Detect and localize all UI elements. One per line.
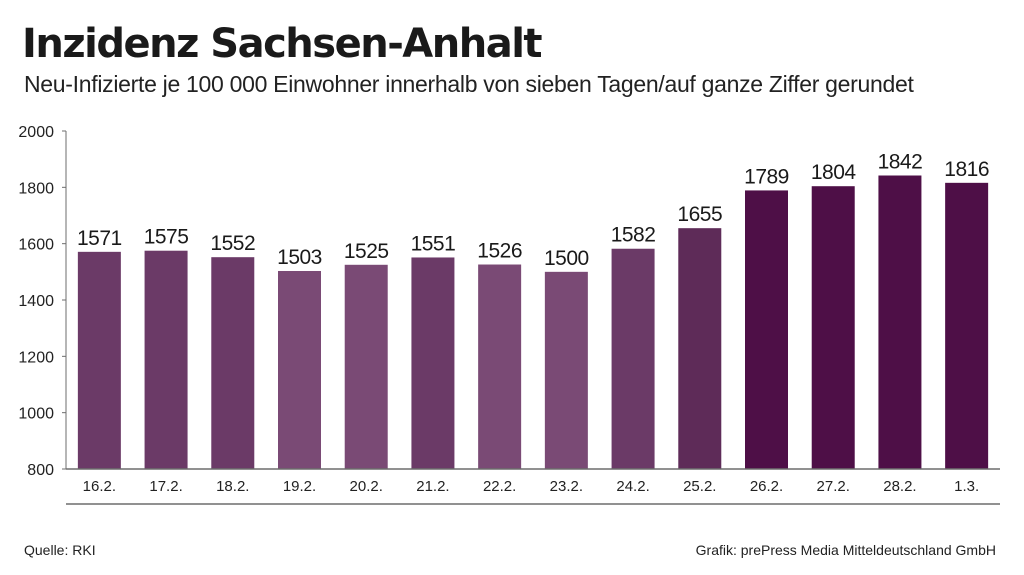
bar bbox=[344, 264, 388, 469]
bar-value-label: 1582 bbox=[611, 224, 656, 247]
bar-value-label: 1551 bbox=[411, 232, 456, 255]
credit-note: Grafik: prePress Media Mitteldeutschland… bbox=[695, 542, 996, 558]
bar-value-label: 1816 bbox=[944, 158, 989, 181]
x-tick-label: 16.2. bbox=[83, 478, 116, 495]
bar bbox=[411, 257, 455, 469]
x-tick-label: 1.3. bbox=[954, 478, 979, 495]
bar-value-label: 1503 bbox=[277, 246, 322, 269]
bar bbox=[478, 264, 522, 469]
bar-value-label: 1789 bbox=[744, 165, 789, 188]
x-tick-label: 17.2. bbox=[149, 478, 182, 495]
x-tick-label: 27.2. bbox=[817, 478, 850, 495]
bar bbox=[678, 228, 722, 469]
bar-value-label: 1525 bbox=[344, 240, 389, 263]
source-note: Quelle: RKI bbox=[24, 542, 96, 558]
bar bbox=[945, 182, 989, 469]
bar bbox=[544, 271, 588, 469]
x-tick-label: 21.2. bbox=[416, 478, 449, 495]
bar-value-label: 1575 bbox=[144, 226, 189, 249]
x-tick-label: 24.2. bbox=[616, 478, 649, 495]
chart-subtitle: Neu-Infizierte je 100 000 Einwohner inne… bbox=[24, 71, 914, 97]
bar bbox=[278, 270, 321, 469]
x-tick-label: 28.2. bbox=[883, 478, 916, 495]
y-tick-label: 800 bbox=[27, 462, 54, 479]
y-tick-label: 1000 bbox=[18, 406, 54, 423]
x-tick-label: 18.2. bbox=[216, 478, 249, 495]
x-tick-label: 19.2. bbox=[283, 478, 316, 495]
bar-value-label: 1571 bbox=[77, 227, 122, 250]
y-tick-label: 1400 bbox=[18, 293, 54, 310]
y-tick-label: 2000 bbox=[18, 124, 54, 141]
bar bbox=[878, 175, 922, 469]
bar-value-label: 1500 bbox=[544, 247, 589, 270]
x-tick-label: 25.2. bbox=[683, 478, 716, 495]
x-tick-label: 23.2. bbox=[550, 478, 583, 495]
y-tick-label: 1600 bbox=[18, 237, 54, 254]
bar bbox=[77, 251, 121, 469]
y-tick-label: 1200 bbox=[18, 349, 54, 366]
bar-value-label: 1552 bbox=[210, 232, 255, 255]
bar bbox=[611, 248, 655, 469]
bar bbox=[144, 250, 188, 469]
x-tick-label: 26.2. bbox=[750, 478, 783, 495]
bar bbox=[745, 190, 788, 469]
bar-value-label: 1804 bbox=[811, 161, 857, 184]
x-tick-label: 20.2. bbox=[350, 478, 383, 495]
x-tick-label: 22.2. bbox=[483, 478, 516, 495]
bar bbox=[211, 257, 255, 469]
y-tick-label: 1800 bbox=[18, 180, 54, 197]
bar-value-label: 1842 bbox=[878, 151, 923, 174]
bar-value-label: 1526 bbox=[477, 240, 522, 263]
bar-value-label: 1655 bbox=[677, 203, 722, 226]
bar bbox=[811, 186, 855, 469]
chart-title: Inzidenz Sachsen-Anhalt bbox=[22, 21, 543, 67]
